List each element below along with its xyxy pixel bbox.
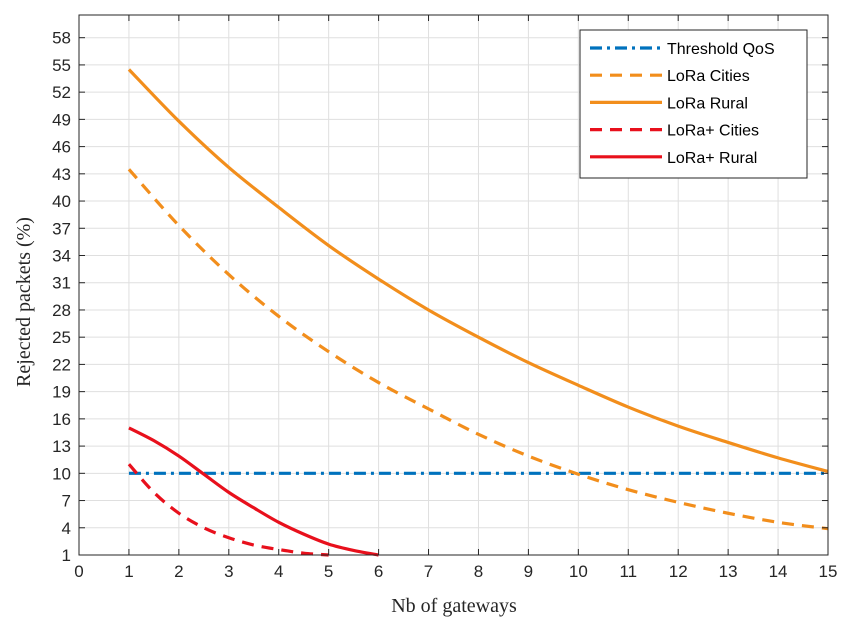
y-tick-label: 19	[52, 383, 71, 402]
x-tick-label: 7	[424, 562, 433, 581]
x-tick-label: 9	[524, 562, 533, 581]
x-tick-label: 15	[819, 562, 838, 581]
y-tick-label: 34	[52, 247, 71, 266]
x-tick-label: 6	[374, 562, 383, 581]
x-tick-label: 2	[174, 562, 183, 581]
x-tick-label: 8	[474, 562, 483, 581]
legend-label: LoRa Rural	[667, 95, 748, 112]
tick-labels: 0 1 2 3 4 5 6 7 8 9 10 11 12 13 14 15147101316192225283…	[52, 15, 837, 581]
x-tick-label: 12	[669, 562, 688, 581]
series-line-lora-cities	[127, 168, 829, 531]
y-axis-title: Rejected packets (%)	[13, 217, 35, 387]
legend-label: Threshold QoS	[667, 41, 775, 58]
legend-label: LoRa+ Rural	[667, 150, 757, 167]
series-line-lora-plus-rural	[128, 426, 379, 557]
x-tick-label: 13	[719, 562, 738, 581]
plot-frame	[78, 14, 829, 556]
x-tick-label: 3	[224, 562, 233, 581]
y-tick-label: 31	[52, 274, 71, 293]
x-tick-label: 11	[619, 562, 637, 581]
x-tick-label: 4	[274, 562, 283, 581]
y-tick-label: 13	[52, 437, 71, 456]
legend: Threshold QoS LoRa Cities LoRa Rural LoRa+ …	[579, 29, 808, 179]
y-tick-label: 49	[52, 110, 71, 129]
legend-label: LoRa+ Cities	[667, 123, 759, 140]
y-tick-label: 40	[52, 192, 71, 211]
y-tick-label: 1	[62, 546, 71, 565]
y-tick-label: 55	[52, 56, 71, 75]
x-tick-label: 14	[769, 562, 788, 581]
y-tick-label: 46	[52, 138, 71, 157]
y-tick-label: 16	[52, 410, 71, 429]
x-tick-label: 0	[74, 562, 83, 581]
y-tick-label: 10	[52, 464, 71, 483]
series-lines	[127, 68, 829, 557]
x-tick-label: 5	[324, 562, 333, 581]
series-line-lora-rural	[127, 68, 829, 474]
y-tick-label: 4	[62, 519, 71, 538]
x-tick-label: 10	[569, 562, 588, 581]
y-tick-label: 7	[62, 492, 71, 511]
y-tick-label: 52	[52, 83, 71, 102]
legend-label: LoRa Cities	[667, 68, 750, 85]
y-tick-label: 25	[52, 328, 71, 347]
x-axis-title: Nb of gateways	[391, 595, 517, 617]
y-tick-label: 22	[52, 355, 71, 374]
y-tick-label: 37	[52, 219, 71, 238]
x-tick-label: 1	[124, 562, 133, 581]
series-line-lora-plus-cities	[127, 463, 329, 557]
y-tick-label: 43	[52, 165, 71, 184]
y-tick-label: 58	[52, 29, 71, 48]
y-tick-label: 28	[52, 301, 71, 320]
